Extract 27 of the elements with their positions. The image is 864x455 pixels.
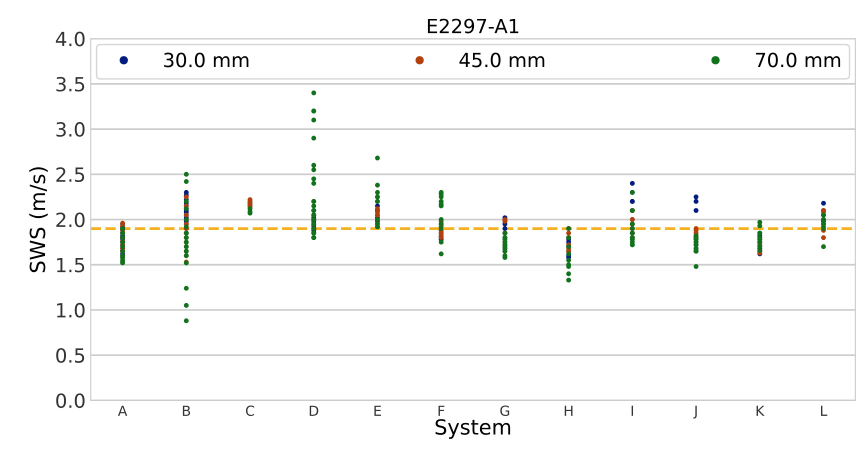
y-tick-label: 0.5 [56,348,84,363]
x-tick-label: B [182,406,190,416]
x-tick-label: A [118,406,128,416]
x-axis-title: System [436,419,510,439]
legend-label: 30.0 mm [164,52,248,68]
x-tick-label: L [820,406,828,416]
x-tick-label: H [564,406,572,416]
y-tick-label: 2.5 [56,167,84,182]
y-tick-label: 4.0 [56,32,85,46]
x-tick-label: F [438,406,444,416]
y-tick-label: 1.0 [57,302,85,318]
legend-label: 70.0 mm [756,52,840,68]
legend-label: 45.0 mm [459,52,544,68]
y-tick-label: 3.0 [56,122,85,137]
chart-title: E2297-A1 [428,18,518,34]
x-tick-label: E [374,406,381,416]
x-tick-label: G [500,406,510,416]
x-tick-label: D [310,406,318,416]
x-tick-label: K [756,406,765,416]
y-tick-label: 1.5 [57,258,84,272]
y-tick-label: 2.0 [56,212,85,228]
x-tick-label: J [693,406,697,419]
y-axis-title: SWS (m/s) [29,167,48,272]
x-tick-label: I [632,406,634,416]
x-tick-label: C [246,406,254,416]
y-tick-label: 3.5 [56,76,84,92]
y-tick-label: 0.0 [56,393,85,408]
